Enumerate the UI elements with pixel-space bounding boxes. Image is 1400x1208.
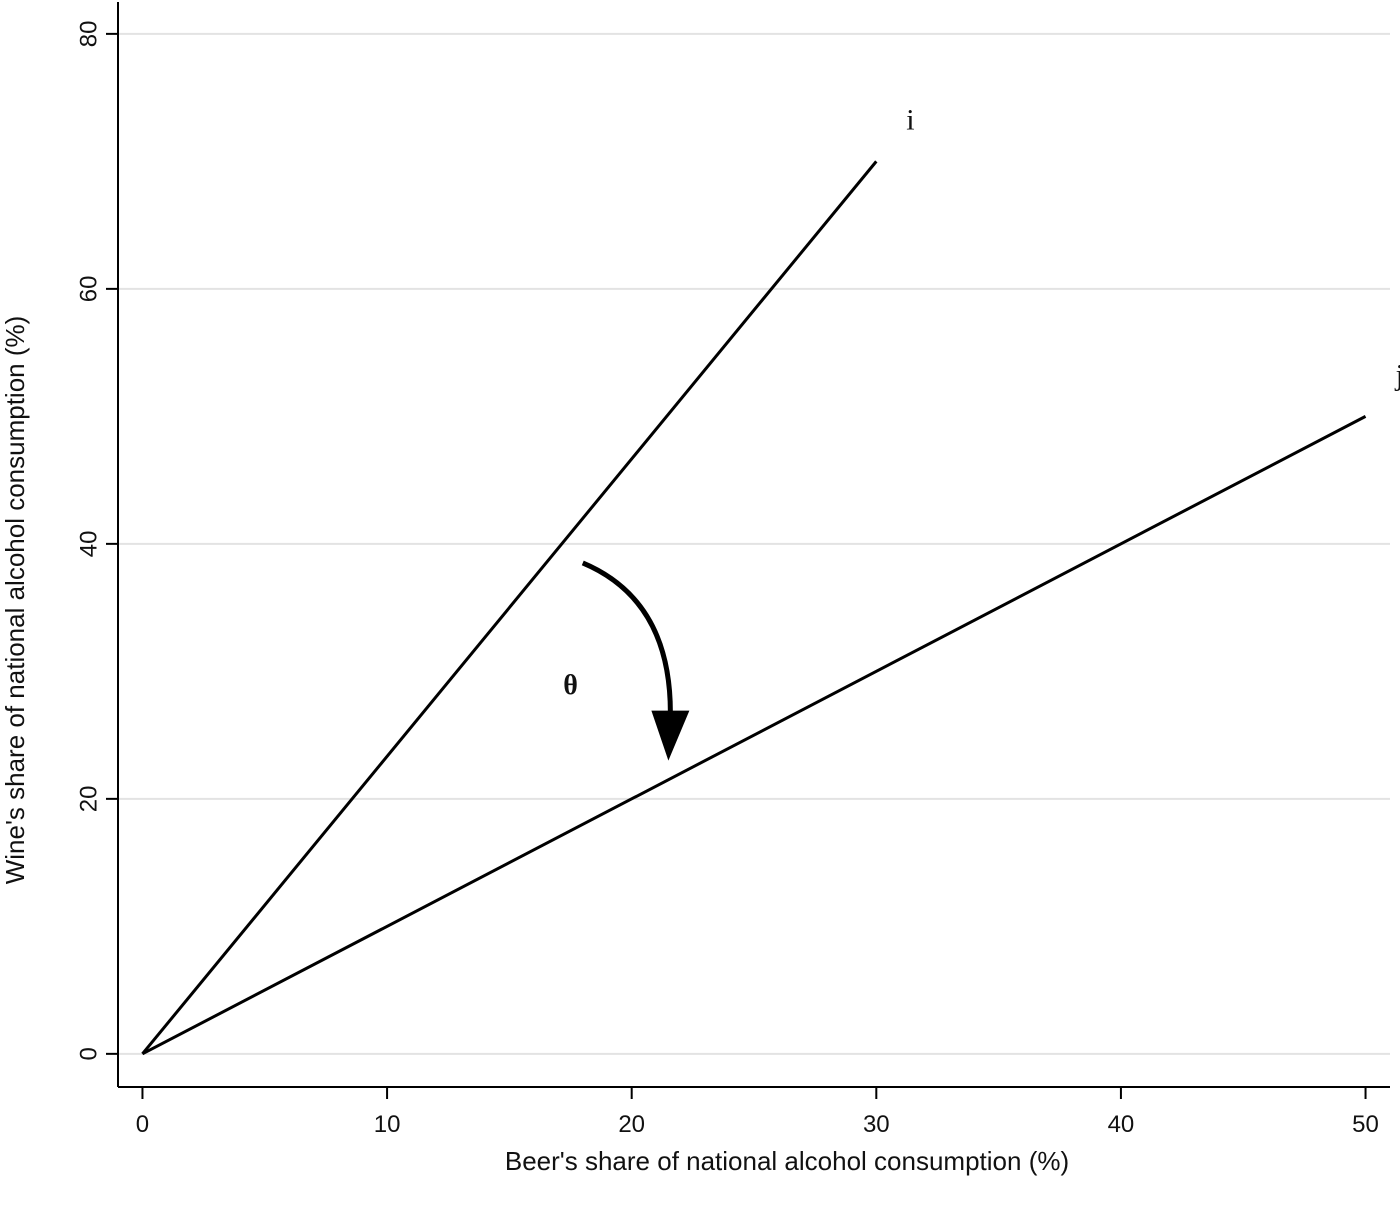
x-axis-title: Beer's share of national alcohol consump… (505, 1146, 1069, 1176)
x-tick-label-30: 30 (863, 1111, 890, 1138)
y-ticks: 0 20 40 60 80 (75, 21, 118, 1061)
x-ticks: 0 10 20 30 40 50 (136, 1087, 1379, 1138)
x-tick-label-20: 20 (618, 1111, 645, 1138)
theta-label: θ (563, 670, 578, 701)
annotations: θ (563, 560, 690, 761)
x-tick-label-50: 50 (1352, 1111, 1379, 1138)
theta-arrow-head (651, 710, 690, 761)
y-tick-label-40: 40 (75, 531, 102, 558)
series-line-i (141, 160, 878, 1055)
y-tick-label-60: 60 (75, 276, 102, 303)
y-tick-label-80: 80 (75, 21, 102, 48)
series-line-j (141, 415, 1367, 1056)
x-tick-label-40: 40 (1108, 1111, 1135, 1138)
series-label-i: i (906, 103, 914, 136)
y-axis-title: Wine's share of national alcohol consump… (0, 316, 30, 885)
series-lines: ij (141, 103, 1400, 1056)
y-tick-label-0: 0 (75, 1047, 102, 1060)
y-tick-label-20: 20 (75, 786, 102, 813)
x-tick-label-10: 10 (374, 1111, 401, 1138)
gridlines (118, 32, 1390, 1055)
theta-arrow-shaft (581, 560, 673, 713)
x-tick-label-0: 0 (136, 1111, 149, 1138)
series-label-j: j (1395, 358, 1400, 391)
